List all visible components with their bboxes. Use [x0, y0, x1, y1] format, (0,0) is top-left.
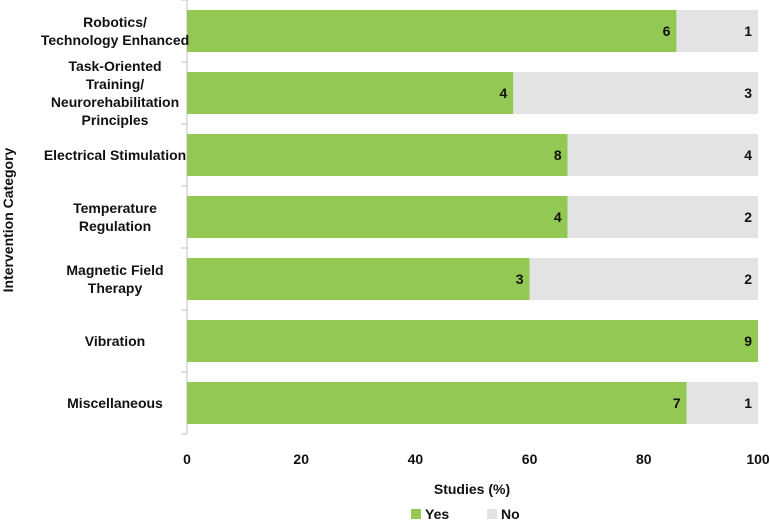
bar-segment-yes — [187, 10, 677, 52]
data-label-yes: 8 — [554, 147, 562, 163]
legend-label-yes: Yes — [425, 506, 449, 522]
x-tick-label: 0 — [183, 451, 191, 467]
data-label-yes: 9 — [744, 333, 752, 349]
data-label-yes: 6 — [663, 23, 671, 39]
legend-label-no: No — [501, 506, 520, 522]
data-label-yes: 7 — [673, 395, 681, 411]
bar-segment-yes — [187, 320, 758, 362]
bar-segment-no — [567, 134, 758, 176]
x-tick-label: 100 — [746, 451, 770, 467]
data-label-no: 1 — [744, 23, 752, 39]
bar-segment-no — [686, 382, 758, 424]
bar-segment-no — [529, 258, 758, 300]
bar-segment-no — [676, 10, 758, 52]
category-label: Miscellaneous — [67, 395, 163, 411]
legend: Yes No — [411, 506, 520, 522]
bar-segment-yes — [187, 72, 514, 114]
x-tick-label: 40 — [408, 451, 424, 467]
bar-segment-yes — [187, 382, 687, 424]
bar-segment-yes — [187, 258, 530, 300]
axis-layer — [181, 0, 188, 435]
data-label-no: 1 — [744, 395, 752, 411]
x-axis-title: Studies (%) — [434, 481, 510, 497]
category-label: Vibration — [85, 333, 145, 349]
bars-layer — [187, 10, 758, 424]
category-label: Robotics/Technology Enhanced — [41, 14, 189, 48]
data-label-no: 4 — [744, 147, 752, 163]
data-label-yes: 3 — [516, 271, 524, 287]
y-axis-title: Intervention Category — [0, 147, 16, 292]
category-label: Task-Oriented Training/Neurorehabilitatio… — [51, 58, 179, 128]
x-tick-label: 80 — [636, 451, 652, 467]
bar-segment-yes — [187, 134, 568, 176]
x-tick-label: 60 — [522, 451, 538, 467]
data-label-no: 2 — [744, 271, 752, 287]
bar-segment-no — [513, 72, 758, 114]
x-tick-label: 20 — [293, 451, 309, 467]
category-label: Electrical Stimulation — [44, 147, 186, 163]
data-label-no: 2 — [744, 209, 752, 225]
category-label: Temperature Regulation — [73, 200, 157, 234]
legend-swatch-no — [487, 509, 497, 519]
bar-segment-yes — [187, 196, 568, 238]
legend-swatch-yes — [411, 509, 421, 519]
data-label-yes: 4 — [499, 85, 507, 101]
bar-segment-no — [567, 196, 758, 238]
data-label-no: 3 — [744, 85, 752, 101]
labels-layer: 0 20 40 60 80 100 6 1 Robotics/Technology Enhanc… — [41, 14, 770, 467]
data-label-yes: 4 — [554, 209, 562, 225]
category-label: Magnetic Field Therapy — [66, 262, 163, 296]
